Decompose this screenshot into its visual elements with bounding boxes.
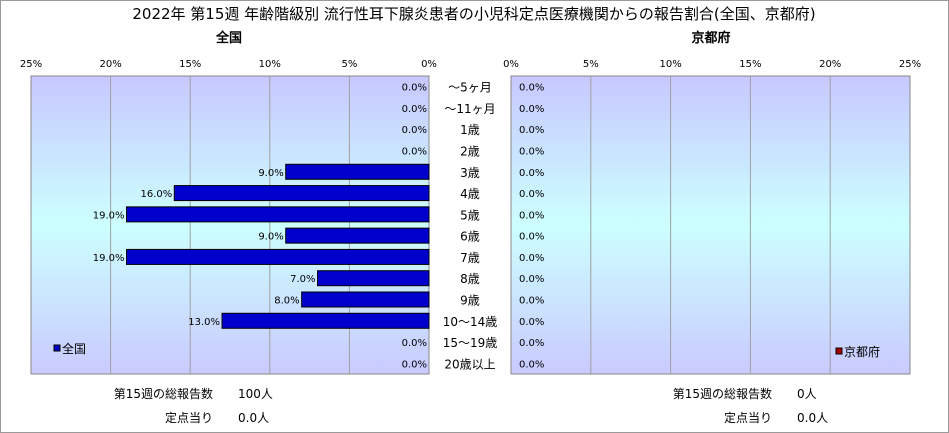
data-label-national: 9.0% xyxy=(258,232,283,243)
data-labels-national: 0.0% 0.0% 0.0% 0.0% 9.0% 16.0% 19.0% 9.0% 19.0% 7… xyxy=(93,83,427,371)
data-label-kyoto: 0.0% xyxy=(519,210,544,221)
category-label: 15～19歳 xyxy=(443,336,498,350)
data-label-kyoto: 0.0% xyxy=(519,83,544,94)
plot-area-national xyxy=(30,75,430,375)
data-label-kyoto: 0.0% xyxy=(519,359,544,370)
x-tick-label: 15% xyxy=(179,59,201,70)
data-label-national: 9.0% xyxy=(258,168,283,179)
data-label-kyoto: 0.0% xyxy=(519,296,544,307)
data-label-kyoto: 0.0% xyxy=(519,232,544,243)
category-label: 7歳 xyxy=(460,251,480,265)
legend-label-national: 全国 xyxy=(62,341,86,356)
per-sentinel-label-national: 定点当り xyxy=(165,410,213,425)
category-label: 1歳 xyxy=(460,123,480,137)
data-label-kyoto: 0.0% xyxy=(519,147,544,158)
x-tick-label: 25% xyxy=(899,59,921,70)
per-sentinel-value-kyoto: 0.0人 xyxy=(797,411,828,425)
data-label-national: 0.0% xyxy=(402,125,427,136)
data-label-national: 0.0% xyxy=(402,147,427,158)
x-tick-label: 25% xyxy=(20,59,42,70)
bar-national xyxy=(317,270,430,287)
x-ticks-kyoto: 0% 5% 10% 15% 20% 25% xyxy=(503,59,921,70)
x-tick-label: 10% xyxy=(259,59,281,70)
data-label-kyoto: 0.0% xyxy=(519,104,544,115)
data-label-national: 16.0% xyxy=(140,189,172,200)
bar-national xyxy=(285,163,430,180)
data-label-national: 0.0% xyxy=(402,338,427,349)
category-label: 4歳 xyxy=(460,187,480,201)
age-category-labels: ～5ヶ月 ～11ヶ月 1歳 2歳 3歳 4歳 5歳 6歳 7歳 8歳 9歳 10～14歳 15～19歳 2… xyxy=(443,81,498,372)
x-tick-label: 5% xyxy=(341,59,357,70)
data-label-kyoto: 0.0% xyxy=(519,338,544,349)
x-tick-label: 10% xyxy=(659,59,681,70)
x-tick-label: 0% xyxy=(421,59,437,70)
footer-kyoto: 第15週の総報告数 0人 定点当り 0.0人 xyxy=(673,386,828,425)
data-label-kyoto: 0.0% xyxy=(519,189,544,200)
plot-area-kyoto xyxy=(510,75,911,375)
subtitle-national: 全国 xyxy=(215,30,242,46)
data-label-kyoto: 0.0% xyxy=(519,253,544,264)
per-sentinel-label-kyoto: 定点当り xyxy=(724,410,772,425)
bar-national xyxy=(221,312,430,329)
x-tick-label: 15% xyxy=(739,59,761,70)
data-label-kyoto: 0.0% xyxy=(519,168,544,179)
category-label: 5歳 xyxy=(460,208,480,222)
category-label: 2歳 xyxy=(460,145,480,159)
data-label-kyoto: 0.0% xyxy=(519,125,544,136)
category-label: 20歳以上 xyxy=(444,357,495,371)
legend-label-kyoto: 京都府 xyxy=(844,344,880,359)
bar-national xyxy=(301,291,430,308)
bar-national xyxy=(126,248,430,265)
bar-national xyxy=(173,185,430,202)
x-tick-label: 0% xyxy=(503,59,519,70)
data-labels-kyoto: 0.0% 0.0% 0.0% 0.0% 0.0% 0.0% 0.0% 0.0% 0.0% 0.0%… xyxy=(519,83,544,371)
legend-national: 全国 xyxy=(53,341,86,356)
category-label: 9歳 xyxy=(460,294,480,308)
total-reports-label-national: 第15週の総報告数 xyxy=(114,386,213,401)
category-label: ～5ヶ月 xyxy=(448,81,492,95)
legend-kyoto: 京都府 xyxy=(835,344,880,359)
data-label-national: 19.0% xyxy=(93,210,125,221)
footer-national: 第15週の総報告数 100人 定点当り 0.0人 xyxy=(114,386,273,425)
category-label: 3歳 xyxy=(460,166,480,180)
category-label: 8歳 xyxy=(460,272,480,286)
data-label-national: 0.0% xyxy=(402,83,427,94)
data-label-national: 0.0% xyxy=(402,104,427,115)
category-label: ～11ヶ月 xyxy=(444,102,495,116)
total-reports-label-kyoto: 第15週の総報告数 xyxy=(673,386,772,401)
subtitle-kyoto: 京都府 xyxy=(691,30,730,46)
x-tick-label: 5% xyxy=(583,59,599,70)
data-label-national: 7.0% xyxy=(290,274,315,285)
data-label-kyoto: 0.0% xyxy=(519,317,544,328)
data-label-national: 13.0% xyxy=(188,317,220,328)
data-label-national: 19.0% xyxy=(93,253,125,264)
data-label-kyoto: 0.0% xyxy=(519,274,544,285)
data-label-national: 8.0% xyxy=(274,296,299,307)
bars-national xyxy=(126,163,430,329)
legend-swatch-kyoto xyxy=(835,347,843,355)
legend-swatch-national xyxy=(53,344,61,352)
total-reports-value-kyoto: 0人 xyxy=(797,387,817,401)
category-label: 10～14歳 xyxy=(443,315,498,329)
data-label-national: 0.0% xyxy=(402,359,427,370)
x-tick-label: 20% xyxy=(819,59,841,70)
total-reports-value-national: 100人 xyxy=(238,387,273,401)
gridlines-kyoto xyxy=(590,76,831,374)
category-label: 6歳 xyxy=(460,230,480,244)
bar-national xyxy=(285,227,430,244)
x-ticks-national: 25% 20% 15% 10% 5% 0% xyxy=(20,59,437,70)
bar-national xyxy=(126,206,430,223)
per-sentinel-value-national: 0.0人 xyxy=(238,411,269,425)
x-tick-label: 20% xyxy=(99,59,121,70)
chart-title: 2022年 第15週 年齢階級別 流行性耳下腺炎患者の小児科定点医療機関からの報… xyxy=(132,5,815,23)
